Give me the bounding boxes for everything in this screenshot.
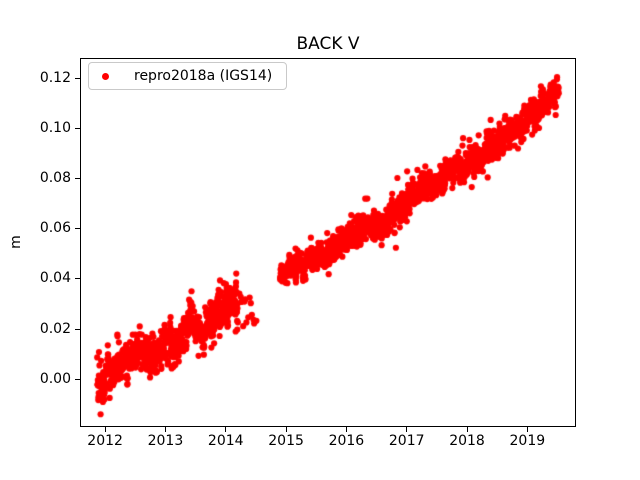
y-tick-label: 0.06 [39, 220, 71, 237]
y-tick-label: 0.04 [39, 270, 71, 287]
y-tick-label: 0.08 [39, 169, 71, 186]
x-tick-mark [526, 427, 528, 432]
x-tick-mark [345, 427, 347, 432]
y-tick-mark [75, 278, 80, 280]
x-tick-mark [285, 427, 287, 432]
x-tick-mark [164, 427, 166, 432]
x-tick-label: 2014 [207, 433, 244, 449]
legend-marker-dot-icon [102, 72, 109, 80]
y-tick-mark [75, 328, 80, 330]
legend-box: repro2018a (IGS14) [88, 62, 288, 90]
y-tick-mark [75, 77, 80, 79]
y-tick-mark [75, 177, 80, 179]
x-tick-label: 2019 [509, 433, 546, 449]
x-tick-label: 2016 [328, 433, 365, 449]
y-tick-label: 0.10 [39, 119, 71, 136]
scatter-points-canvas [81, 59, 575, 426]
y-tick-label: 0.00 [39, 370, 71, 387]
x-tick-label: 2013 [147, 433, 184, 449]
x-tick-mark [466, 427, 468, 432]
x-tick-mark [104, 427, 106, 432]
y-axis-label: m [7, 235, 24, 249]
y-tick-label: 0.02 [39, 320, 71, 337]
y-tick-mark [75, 378, 80, 380]
y-tick-mark [75, 127, 80, 129]
x-tick-mark [225, 427, 227, 432]
chart-title: BACK V [296, 34, 360, 54]
x-tick-label: 2015 [268, 433, 304, 449]
x-tick-label: 2012 [87, 433, 123, 449]
legend-entry-label: repro2018a (IGS14) [134, 68, 273, 84]
y-tick-label: 0.12 [39, 69, 71, 86]
y-tick-mark [75, 228, 80, 230]
x-tick-mark [406, 427, 408, 432]
x-tick-label: 2017 [388, 433, 425, 449]
x-tick-label: 2018 [449, 433, 485, 449]
